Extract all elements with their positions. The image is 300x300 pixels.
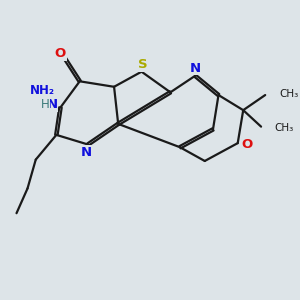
Text: S: S	[138, 58, 148, 71]
Text: H: H	[41, 98, 50, 111]
Text: CH₃: CH₃	[279, 89, 298, 99]
Text: O: O	[55, 47, 66, 60]
Text: O: O	[242, 138, 253, 151]
Text: N: N	[47, 98, 58, 111]
Text: N: N	[190, 61, 201, 75]
Text: NH₂: NH₂	[30, 84, 55, 98]
Text: N: N	[81, 146, 92, 159]
Text: CH₃: CH₃	[275, 123, 294, 133]
